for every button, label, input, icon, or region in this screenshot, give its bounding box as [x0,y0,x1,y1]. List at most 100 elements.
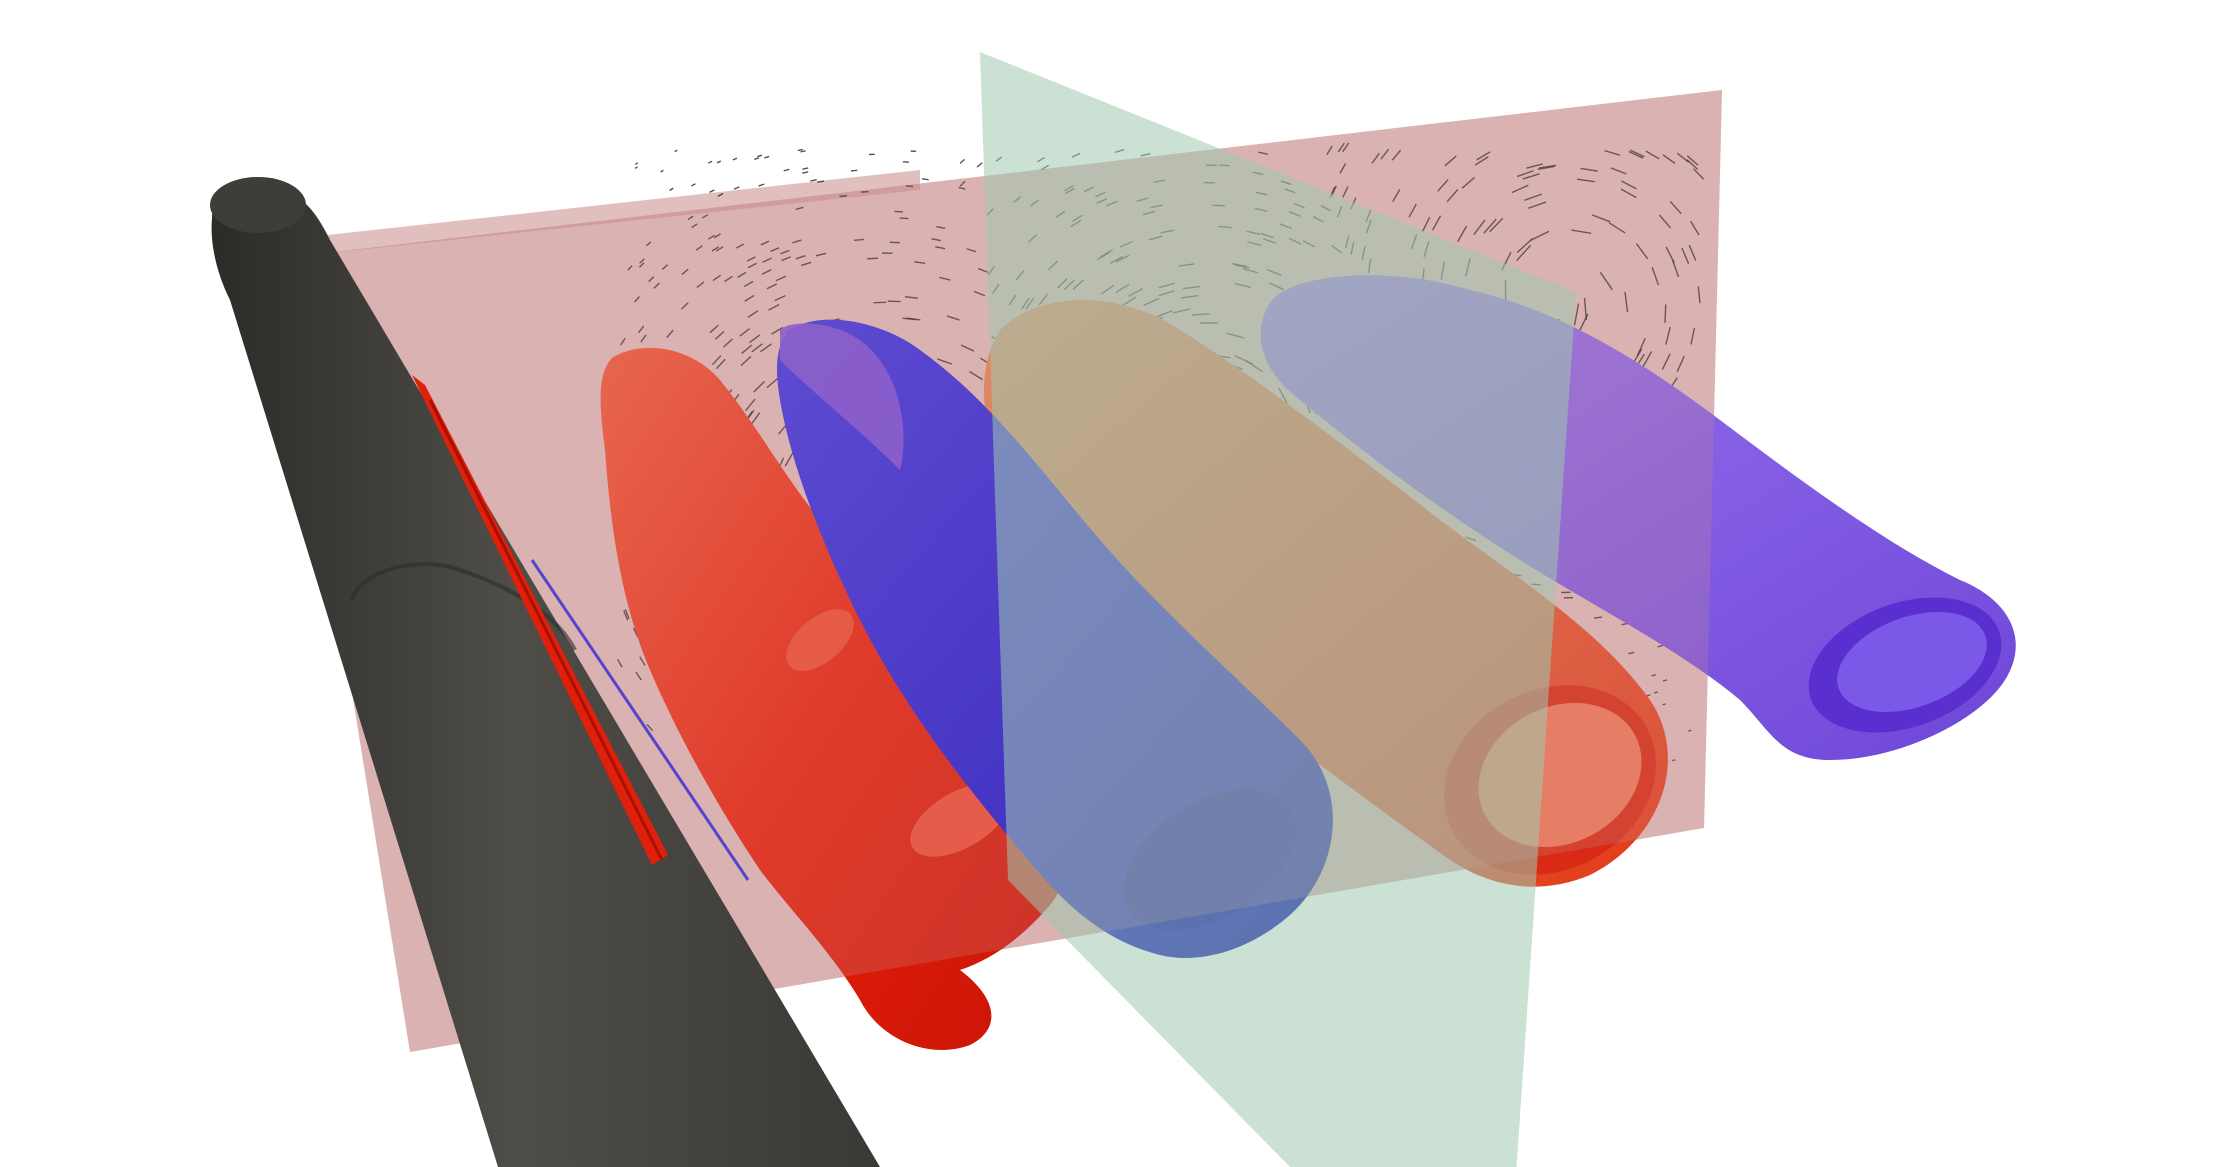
velocity-vector [674,149,678,153]
velocity-vector [1628,150,1644,159]
velocity-vector [899,217,909,220]
velocity-vector [635,671,642,681]
velocity-vector [1651,267,1660,286]
velocity-vector [753,381,765,393]
velocity-vector [639,258,645,264]
velocity-vector [1686,155,1699,166]
velocity-vector [931,238,942,242]
velocity-vector [1676,355,1685,372]
velocity-vector [1339,163,1347,174]
velocity-vector [906,317,921,321]
velocity-vector [1688,729,1692,732]
velocity-vector [707,234,715,240]
velocity-vector [681,268,689,275]
velocity-vector [1421,216,1431,233]
velocity-vector [1665,326,1671,345]
velocity-vector [1371,152,1380,164]
velocity-vector [696,281,705,289]
velocity-vector [620,337,626,346]
velocity-vector [1593,616,1603,619]
velocity-vector [1662,703,1666,706]
velocity-vector [1645,150,1660,160]
velocity-vector [797,148,803,152]
velocity-vector [758,183,765,187]
velocity-vector [1258,151,1268,155]
velocity-vector [1483,218,1497,234]
velocity-vector [648,276,655,283]
velocity-vector [1624,291,1629,313]
velocity-vector [740,355,752,366]
velocity-vector [1662,154,1676,165]
velocity-vector [1672,759,1676,762]
velocity-vector [745,398,756,412]
velocity-vector [1392,189,1401,202]
velocity-vector [1530,230,1550,241]
velocity-vector [1628,651,1635,655]
velocity-vector [905,185,914,188]
velocity-vector [691,223,698,229]
velocity-vector [646,724,654,732]
velocity-vector [1662,679,1668,682]
velocity-vector [660,169,664,173]
velocity-vector [958,186,966,190]
velocity-vector [921,178,929,181]
velocity-vector [854,238,864,242]
velocity-vector [792,239,802,244]
velocity-vector [1342,142,1350,153]
velocity-vector [1608,222,1626,234]
velocity-vector [815,252,827,257]
velocity-vector [733,186,740,190]
velocity-vector [1641,351,1653,368]
velocity-vector [800,261,812,267]
velocity-vector [946,315,960,321]
velocity-vector [709,324,719,334]
velocity-vector [768,303,780,311]
velocity-vector [1573,303,1580,326]
velocity-vector [623,610,629,621]
velocity-vector [1630,149,1645,158]
velocity-vector [708,160,713,164]
velocity-vector [1326,145,1333,156]
velocity-vector [1474,156,1489,166]
velocity-vector [1473,219,1486,236]
velocity-vector [680,302,689,310]
velocity-vector [1461,176,1475,189]
velocity-vector [959,180,966,187]
velocity-vector [716,160,722,164]
velocity-vector [802,171,809,174]
velocity-vector [771,326,784,335]
velocity-vector [1661,353,1671,370]
velocity-vector [978,267,989,274]
velocity-vector [634,162,639,166]
velocity-vector [1437,179,1449,192]
velocity-vector [751,343,763,353]
velocity-vector [770,247,780,252]
velocity-vector [645,241,652,247]
velocity-vector [1669,200,1682,215]
velocity-vector [1342,186,1349,198]
velocity-vector [800,150,806,153]
velocity-vector [959,158,966,164]
gray-cylinder [210,177,880,1167]
velocity-vector [795,206,804,211]
velocity-vector [759,343,772,353]
velocity-vector [774,294,786,302]
velocity-vector [743,280,754,288]
velocity-vector [661,264,669,271]
velocity-vector [795,255,806,260]
velocity-vector [1516,170,1534,178]
velocity-vector [637,325,645,334]
velocity-vector [747,310,759,318]
velocity-vector [1646,694,1651,697]
velocity-vector [712,274,722,282]
velocity-vector [1457,225,1468,243]
velocity-vector [1476,151,1491,161]
velocity-vector [1522,173,1540,180]
red-slice-plane-notch [282,170,920,258]
velocity-vector [627,265,633,271]
velocity-vector [960,344,975,352]
velocity-vector [766,377,779,389]
velocity-vector [717,193,724,197]
velocity-vector [1657,644,1664,648]
